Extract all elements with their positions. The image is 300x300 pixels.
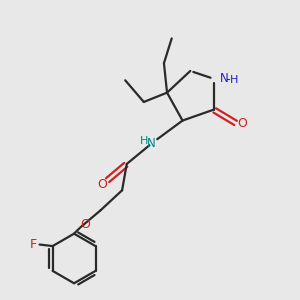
- Text: F: F: [30, 238, 37, 251]
- Text: O: O: [237, 117, 247, 130]
- Text: H: H: [140, 136, 148, 146]
- Text: O: O: [80, 218, 90, 231]
- Text: O: O: [97, 178, 107, 190]
- Text: N: N: [220, 72, 229, 85]
- Text: H: H: [230, 75, 238, 85]
- Text: N: N: [147, 137, 156, 150]
